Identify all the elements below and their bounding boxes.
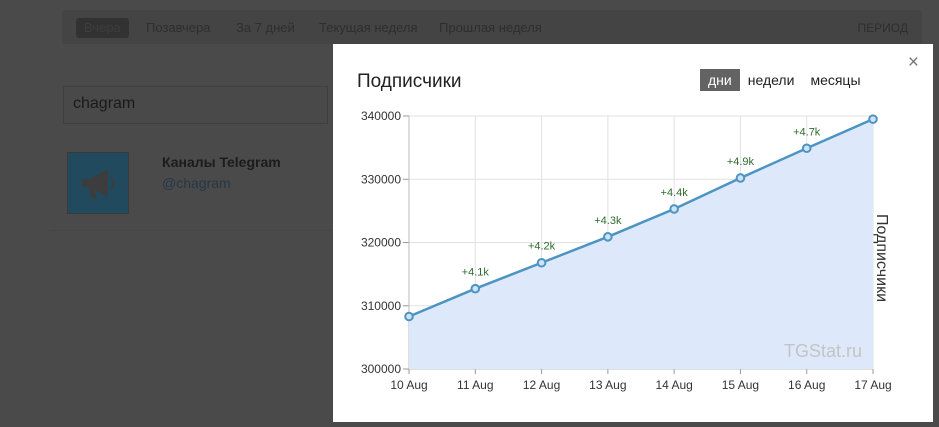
x-tick-label: 12 Aug bbox=[523, 378, 560, 392]
x-tick-label: 10 Aug bbox=[390, 378, 427, 392]
data-point bbox=[735, 173, 746, 183]
y-tick-label: 300000 bbox=[361, 362, 401, 376]
y-tick-label: 340000 bbox=[361, 109, 401, 123]
y-tick-label: 320000 bbox=[361, 236, 401, 250]
tab-months[interactable]: месяцы bbox=[810, 72, 861, 88]
subscribers-chart: 340000 330000 320000 310000 300000 10 Aug 11 A… bbox=[361, 109, 892, 392]
filter-yesterday[interactable]: Вчера bbox=[76, 18, 129, 38]
date-filter-bar: Вчера Позавчера За 7 дней Текущая неделя… bbox=[62, 10, 922, 44]
data-point bbox=[801, 143, 812, 154]
channel-name[interactable]: Каналы Telegram bbox=[162, 154, 281, 170]
search-input[interactable]: chagram bbox=[63, 86, 328, 124]
y-tick-label: 310000 bbox=[361, 299, 401, 313]
close-icon[interactable]: × bbox=[907, 52, 919, 73]
subscribers-modal: × Подписчики дни недели месяцы 340000 330… bbox=[333, 44, 933, 422]
x-tick-label: 17 Aug bbox=[854, 378, 891, 392]
series-area bbox=[409, 119, 873, 369]
data-label: +4.1k bbox=[462, 267, 490, 279]
x-tick-label: 11 Aug bbox=[457, 378, 493, 392]
watermark: TGStat.ru bbox=[784, 341, 862, 361]
x-tick-label: 13 Aug bbox=[589, 378, 626, 392]
data-label: +4.4k bbox=[661, 187, 689, 199]
data-label: +4.2k bbox=[528, 241, 556, 253]
series-line bbox=[408, 118, 874, 318]
period-button[interactable]: ПЕРИОД bbox=[857, 21, 908, 35]
filter-last-week[interactable]: Прошлая неделя bbox=[439, 20, 542, 35]
filter-7-days[interactable]: За 7 дней bbox=[236, 20, 295, 35]
data-point bbox=[404, 311, 414, 322]
data-label: +4.3k bbox=[594, 215, 622, 227]
tab-days[interactable]: дни bbox=[700, 69, 740, 91]
filter-day-before[interactable]: Позавчера bbox=[146, 20, 211, 35]
data-point bbox=[603, 232, 613, 242]
y-tick-label: 330000 bbox=[361, 172, 401, 186]
x-tick-label: 16 Aug bbox=[788, 378, 825, 392]
data-point bbox=[669, 204, 679, 214]
data-label: +4.7k bbox=[793, 126, 821, 138]
channel-avatar bbox=[67, 152, 129, 214]
x-tick-label: 14 Aug bbox=[655, 378, 692, 392]
x-tick-label: 15 Aug bbox=[722, 378, 759, 392]
data-point bbox=[868, 114, 878, 124]
right-axis-label: Подписчики bbox=[873, 214, 890, 303]
data-point bbox=[470, 283, 481, 294]
period-tabs: дни недели месяцы bbox=[700, 69, 869, 91]
data-label: +4.9k bbox=[727, 156, 755, 168]
channel-handle[interactable]: @chagram bbox=[162, 175, 231, 191]
modal-title: Подписчики bbox=[357, 71, 462, 92]
search-value: chagram bbox=[73, 95, 136, 112]
megaphone-icon bbox=[82, 169, 115, 199]
data-point bbox=[536, 257, 547, 268]
channel-card[interactable]: Каналы Telegram @chagram bbox=[50, 138, 340, 231]
tab-weeks[interactable]: недели bbox=[747, 72, 795, 88]
filter-current-week[interactable]: Текущая неделя bbox=[319, 20, 418, 35]
